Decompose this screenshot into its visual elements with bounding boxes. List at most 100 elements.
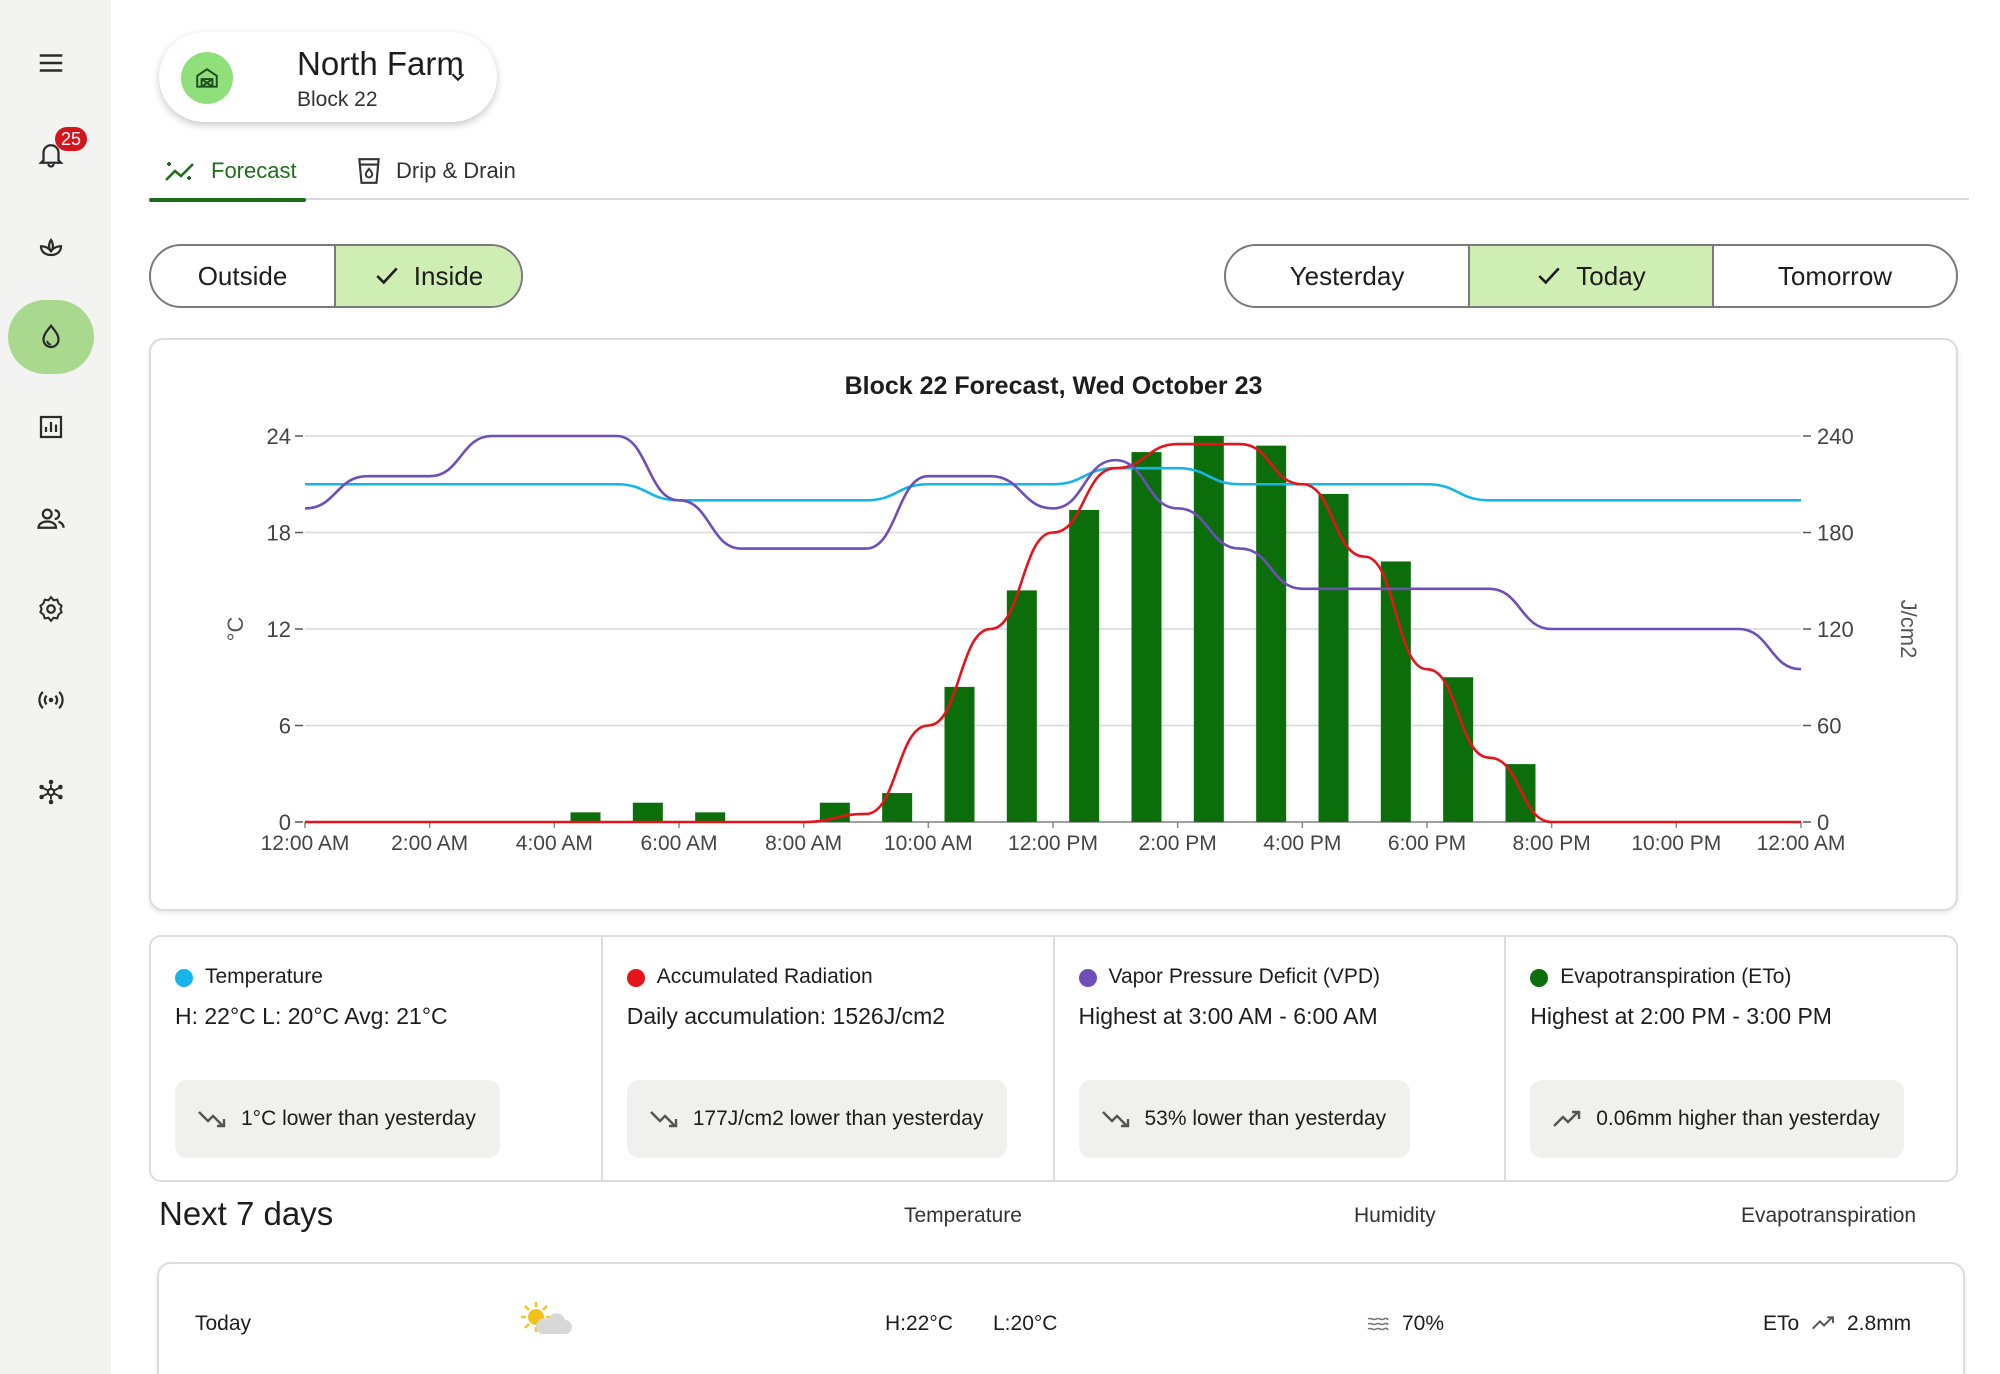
forecast-trend-icon	[165, 162, 194, 181]
column-humidity: Humidity	[1354, 1204, 1436, 1227]
farm-selector[interactable]: North Farm Block 22	[159, 32, 497, 122]
network-icon	[39, 779, 63, 805]
x-tick-label: 10:00 AM	[884, 832, 973, 855]
trend-up-icon	[1553, 1110, 1581, 1127]
reports-button[interactable]	[8, 390, 94, 464]
x-tick-label: 2:00 PM	[1139, 832, 1217, 855]
y-left-tick-label: 18	[267, 521, 291, 546]
chevron-down-icon	[451, 73, 465, 82]
trend-text: 53% lower than yesterday	[1144, 1107, 1387, 1130]
y-right-axis-label: J/cm2	[1896, 600, 1921, 659]
stat-label: Temperature	[205, 965, 323, 988]
integrations-button[interactable]	[8, 755, 94, 829]
main-panel: North Farm Block 22 Forecast Drip & Drai…	[111, 0, 2000, 1374]
humidity-value: 70%	[1402, 1312, 1445, 1335]
eto-bar	[1069, 509, 1100, 822]
stat-value: Daily accumulation: 1526J/cm2	[626, 1003, 946, 1029]
y-right-tick-label: 180	[1817, 521, 1854, 546]
block-name: Block 22	[297, 88, 378, 111]
inside-option[interactable]: Inside	[336, 246, 521, 306]
crops-button[interactable]	[8, 208, 94, 282]
trend-text: 177J/cm2 lower than yesterday	[692, 1107, 984, 1130]
notification-badge: 25	[55, 127, 88, 151]
legend-dot	[175, 969, 193, 987]
stat-vpd: Vapor Pressure Deficit (VPD) Highest at …	[1055, 937, 1507, 1180]
broadcast-icon	[38, 691, 64, 709]
column-temperature: Temperature	[904, 1204, 1022, 1227]
outside-option[interactable]: Outside	[151, 246, 336, 306]
x-tick-label: 12:00 PM	[1008, 832, 1098, 855]
eto-bar	[1443, 677, 1474, 822]
x-tick-label: 4:00 PM	[1263, 832, 1341, 855]
barn-icon	[196, 68, 218, 88]
eto-bar	[1193, 436, 1224, 822]
high-temp: H:22°C	[885, 1312, 953, 1335]
tab-forecast-label: Forecast	[211, 158, 297, 183]
stat-value: Highest at 2:00 PM - 3:00 PM	[1530, 1003, 1832, 1029]
report-chart-icon	[39, 415, 63, 439]
y-left-axis-label: °C	[223, 617, 248, 642]
sensors-button[interactable]	[8, 663, 94, 737]
team-button[interactable]	[8, 482, 94, 556]
legend-dot	[626, 969, 645, 987]
forecast-chart-card: Block 22 Forecast, Wed October 23 0 6 12 18…	[149, 338, 1958, 911]
menu-button[interactable]	[8, 26, 94, 100]
partly-sunny-icon	[521, 1302, 572, 1334]
trend-up-icon	[1811, 1316, 1834, 1330]
tomorrow-option[interactable]: Tomorrow	[1714, 246, 1956, 306]
irrigation-button[interactable]	[8, 300, 94, 374]
settings-button[interactable]	[8, 572, 94, 646]
bell-icon	[38, 144, 64, 168]
y-right-tick-label: 240	[1817, 424, 1854, 449]
check-icon	[1538, 267, 1561, 285]
legend-dot	[1078, 969, 1097, 987]
trend-chip: 1°C lower than yesterday	[175, 1080, 500, 1158]
next-7-days-title: Next 7 days	[159, 1195, 334, 1232]
tomorrow-label: Tomorrow	[1777, 260, 1893, 291]
eto-bar	[1318, 493, 1349, 822]
yesterday-label: Yesterday	[1289, 260, 1405, 291]
x-tick-label: 12:00 AM	[1757, 832, 1846, 855]
water-drop-icon	[42, 323, 60, 349]
farm-name: North Farm	[297, 45, 464, 82]
farm-avatar	[181, 52, 233, 104]
y-right-tick-label: 0	[1817, 810, 1829, 835]
people-icon	[37, 508, 65, 529]
x-tick-label: 10:00 PM	[1631, 832, 1721, 855]
trend-text: 0.06mm higher than yesterday	[1596, 1107, 1880, 1130]
forecast-day-row[interactable]: Today H:22°C L:20°C 70% ETo 2.8mm	[157, 1262, 1965, 1374]
legend-dot	[1530, 969, 1549, 987]
today-label: Today	[1576, 260, 1646, 291]
tab-drip-drain[interactable]: Drip & Drain	[356, 142, 516, 200]
accumulated-radiation-line	[305, 442, 1801, 824]
y-left-tick-label: 6	[279, 714, 291, 739]
today-option[interactable]: Today	[1470, 246, 1714, 306]
yesterday-option[interactable]: Yesterday	[1226, 246, 1470, 306]
temperature-line	[305, 466, 1801, 502]
eto-bar	[1256, 445, 1287, 822]
notifications-button[interactable]: 25	[8, 117, 94, 191]
inside-label: Inside	[413, 260, 484, 291]
tab-forecast[interactable]: Forecast	[149, 142, 306, 202]
cup-drain-icon	[358, 158, 380, 184]
column-evapotranspiration: Evapotranspiration	[1741, 1204, 1917, 1227]
eto-bar	[1131, 452, 1162, 822]
eto-value: 2.8mm	[1847, 1312, 1912, 1335]
view-tabs: Forecast Drip & Drain	[149, 142, 1969, 202]
check-icon	[376, 267, 398, 285]
y-left-tick-label: 12	[267, 617, 291, 642]
stat-label: Evapotranspiration (ETo)	[1560, 965, 1792, 988]
trend-down-icon	[649, 1111, 677, 1128]
stat-temperature: Temperature H: 22°C L: 20°C Avg: 21°C 1°…	[151, 937, 603, 1180]
sidebar: 25	[0, 0, 111, 1374]
y-right-tick-label: 120	[1817, 617, 1854, 642]
day-label: Today	[195, 1312, 252, 1335]
tab-drip-drain-label: Drip & Drain	[396, 158, 516, 183]
trend-chip: 0.06mm higher than yesterday	[1530, 1080, 1904, 1158]
x-tick-label: 8:00 AM	[765, 832, 842, 855]
plant-icon	[39, 237, 63, 257]
trend-down-icon	[198, 1111, 226, 1128]
y-left-tick-label: 0	[279, 810, 291, 835]
eto-label: ETo	[1763, 1312, 1800, 1335]
